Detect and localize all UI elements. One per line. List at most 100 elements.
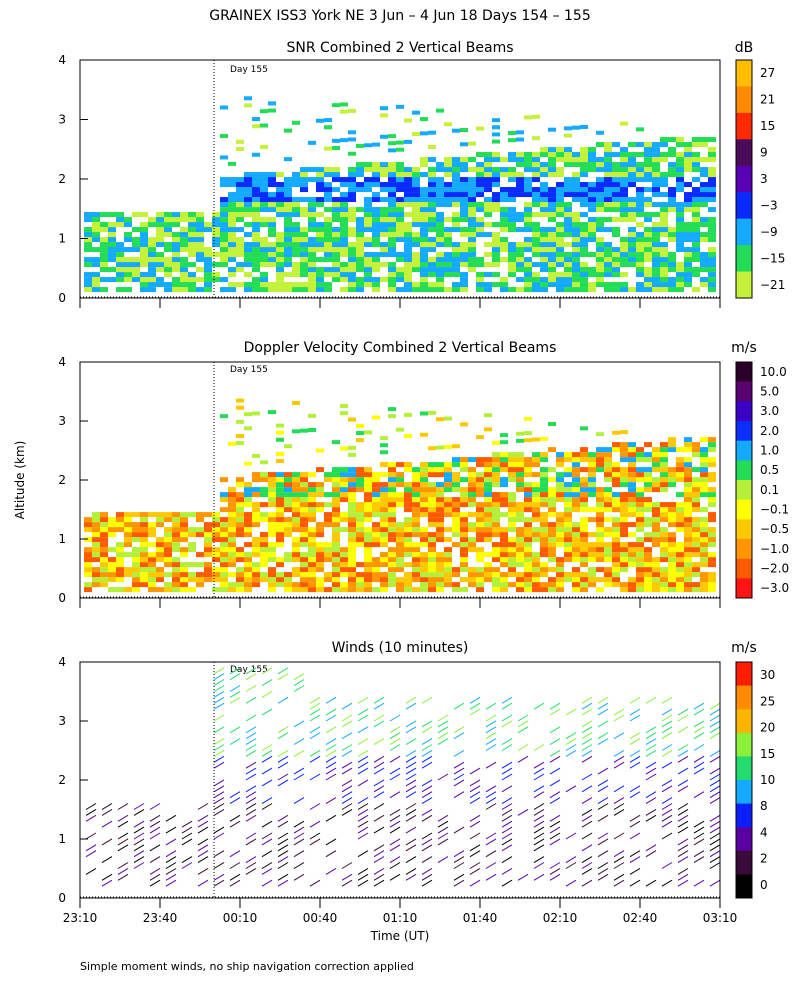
field-cell [532,167,540,173]
colorbar-label: −9 [760,225,778,239]
field-cell [692,212,700,218]
wind-barb [421,808,433,816]
field-cell [180,517,188,523]
field-cell [596,162,604,168]
field-cell [404,412,412,417]
field-cell [276,267,284,273]
field-cell [564,272,572,278]
wind-barb [437,820,449,828]
field-cell [484,552,492,558]
field-cell [436,467,444,473]
field-cell [292,502,300,508]
field-cell [516,547,524,553]
wind-barb [197,844,209,852]
field-cell [580,426,588,431]
field-cell [252,262,260,268]
field-cell [436,202,444,208]
field-cell [604,167,612,173]
wind-barb [533,803,545,810]
wind-barb [709,732,721,740]
field-cell [580,162,588,168]
field-cell [404,482,412,488]
field-cell [340,272,348,278]
field-cell [556,202,564,208]
field-cell [580,197,588,203]
field-cell [212,237,220,243]
field-cell [660,527,668,533]
field-cell [252,202,260,208]
field-cell [372,237,380,243]
field-cell [524,487,532,493]
field-cell [324,227,332,233]
colorbar-segment [736,780,752,805]
field-cell [468,537,476,543]
wind-barb [357,797,369,805]
field-cell [628,507,636,513]
field-cell [388,562,396,568]
x-tick-label: 01:40 [463,911,498,925]
field-cell [284,272,292,278]
field-cell [244,182,252,188]
field-cell [564,187,572,193]
field-cell [100,557,108,563]
field-cell [348,547,356,553]
wind-barb [341,879,353,887]
field-cell [564,532,572,538]
field-cell [556,182,564,188]
wind-barb [709,720,721,728]
field-cell [444,557,452,563]
field-cell [684,502,692,508]
field-cell [660,502,668,508]
field-cell [364,527,372,533]
field-cell [436,472,444,478]
field-cell [540,162,548,168]
wind-barb [485,862,497,869]
field-cell [172,237,180,243]
field-cell [244,522,252,528]
field-cell [332,187,340,193]
field-cell [340,217,348,223]
field-cell [340,102,348,107]
field-cell [572,582,580,588]
field-cell [316,232,324,238]
wind-barb [453,732,465,740]
wind-barb [373,779,385,787]
wind-barb [117,803,129,810]
field-cell [348,182,356,188]
field-cell [180,282,188,288]
field-cell [380,507,388,513]
field-cell [140,582,148,588]
field-cell [348,232,356,238]
field-cell [292,512,300,518]
field-cell [452,517,460,523]
field-cell [484,507,492,513]
field-cell [236,441,244,446]
field-cell [620,442,628,448]
field-cell [268,287,276,293]
field-cell [676,187,684,193]
field-cell [84,552,92,558]
field-cell [500,552,508,558]
wind-barb [709,856,721,864]
field-cell [548,167,556,173]
field-cell [260,177,268,183]
field-cell [476,232,484,238]
field-cell [308,257,316,263]
field-cell [116,522,124,528]
field-cell [572,462,580,468]
field-cell [164,217,172,223]
colorbar-label: 25 [760,694,775,708]
field-cell [212,537,220,543]
field-cell [612,287,620,293]
field-cell [636,447,644,453]
wind-barb [213,797,225,805]
field-cell [628,452,636,458]
wind-barb [245,726,257,734]
wind-barb [693,744,705,751]
field-cell [532,502,540,508]
field-cell [652,272,660,278]
field-cell [340,587,348,593]
field-cell [452,457,460,463]
field-cell [396,547,404,553]
field-cell [412,287,420,293]
